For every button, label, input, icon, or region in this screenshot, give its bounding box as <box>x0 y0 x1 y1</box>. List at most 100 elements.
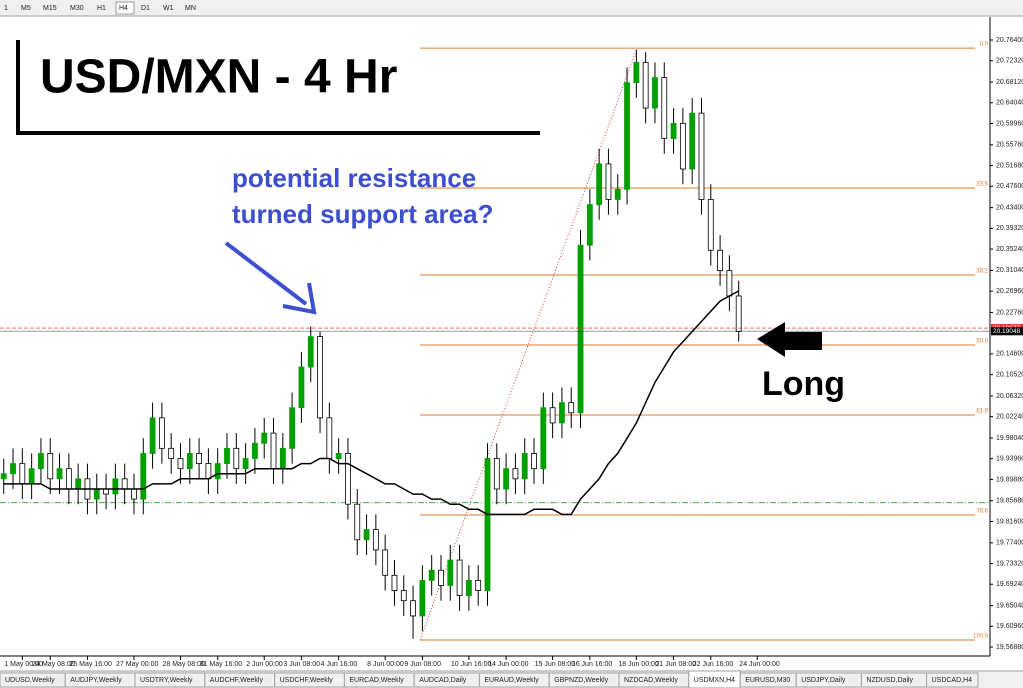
candle-body <box>689 112 696 170</box>
candle-body <box>456 559 463 597</box>
y-tick-label: 19.81600 <box>996 518 1023 525</box>
tab-label[interactable]: AUDJPY,Weekly <box>70 677 122 684</box>
x-tick-label: 3 Jun 08:00 <box>283 661 320 668</box>
fib-label: 100.0 <box>973 634 989 640</box>
candle-body <box>540 407 547 470</box>
y-tick-label: 20.35240 <box>996 246 1023 253</box>
y-tick-label: 19.77400 <box>996 540 1023 547</box>
candle-body <box>596 163 603 205</box>
fib-label: 38.2 <box>976 269 988 275</box>
candle-body <box>428 569 435 581</box>
x-tick-label: 2 Jun 00:00 <box>246 661 283 668</box>
candle-body <box>0 473 7 480</box>
x-tick-label: 31 May 16:00 <box>200 661 243 668</box>
signal-arrow <box>757 322 822 357</box>
tab-label[interactable]: EURUSD,M30 <box>745 677 790 684</box>
candle-body <box>391 574 398 591</box>
candle-body <box>298 366 305 409</box>
timeframe-button[interactable]: M15 <box>43 5 57 12</box>
tab-label[interactable]: AUDCHF,Weekly <box>210 677 264 684</box>
candle-body <box>475 579 482 591</box>
candle-body <box>214 463 221 480</box>
timeframe-button[interactable]: D1 <box>141 5 150 12</box>
timeframe-button[interactable]: M30 <box>70 5 84 12</box>
plot-area <box>0 17 990 656</box>
candle-body <box>652 77 658 109</box>
candle-body <box>372 529 379 551</box>
candle-body <box>447 559 454 586</box>
timeframe-button[interactable]: H4 <box>119 5 128 12</box>
candle-body <box>559 402 565 424</box>
x-tick-label: 18 Jun 00:00 <box>618 661 659 668</box>
candle-body <box>10 463 16 475</box>
fib-label: 0.0 <box>980 42 989 48</box>
candle-body <box>382 549 389 576</box>
candle-body <box>670 122 677 139</box>
y-tick-label: 20.51680 <box>996 162 1023 169</box>
x-tick-label: 28 May 08:00 <box>162 661 205 668</box>
y-tick-label: 20.39320 <box>996 225 1023 232</box>
tab-label[interactable]: AUDCAD,Daily <box>419 677 467 684</box>
x-tick-label: 21 Jun 08:00 <box>656 661 697 668</box>
candle-body <box>679 122 686 170</box>
tab-label[interactable]: UDUSD,Weekly <box>5 677 55 684</box>
candle-body <box>149 417 156 454</box>
timeframe-button[interactable]: W1 <box>163 5 174 12</box>
tab-label[interactable]: GBPNZD,Weekly <box>554 677 608 684</box>
signal-label: Long <box>762 365 845 403</box>
chart: 0.023.638.250.061.878.6100.020.1967720.1… <box>0 42 1023 641</box>
annotation: potential resistance <box>232 163 476 193</box>
candle-body <box>633 61 640 84</box>
timeframe-button[interactable]: 1 <box>4 5 8 12</box>
candle-body <box>270 432 277 470</box>
y-tick-label: 20.72320 <box>996 58 1023 65</box>
x-tick-label: 9 Jun 08:00 <box>404 661 441 668</box>
fib-trend-line <box>419 47 638 641</box>
candle-body <box>577 244 584 414</box>
x-tick-label: 27 May 00:00 <box>116 661 159 668</box>
tab-label[interactable]: EURAUD,Weekly <box>484 677 539 684</box>
candle-body <box>168 447 175 459</box>
y-tick-label: 20.59960 <box>996 120 1023 127</box>
tab-label[interactable]: NZDUSD,Daily <box>866 677 913 684</box>
timeframe-button[interactable]: H1 <box>97 5 106 12</box>
candle-body <box>465 579 472 597</box>
x-tick-label: 25 May 16:00 <box>69 661 112 668</box>
price-label-box <box>991 327 1023 336</box>
y-tick-label: 20.47600 <box>996 183 1023 190</box>
x-tick-label: 10 Jun 16:00 <box>451 661 492 668</box>
candle-body <box>177 458 184 470</box>
y-tick-label: 20.22760 <box>996 309 1023 316</box>
y-tick-label: 20.14600 <box>996 351 1023 358</box>
tab-label[interactable]: USDMXN,H4 <box>694 677 735 684</box>
fib-label: 50.0 <box>976 339 988 345</box>
tab-label[interactable]: USDCHF,Weekly <box>280 677 334 684</box>
candle-body <box>261 432 268 444</box>
candle-body <box>419 579 426 617</box>
tab-label[interactable]: USDJPY,Daily <box>801 677 846 684</box>
y-tick-label: 20.43400 <box>996 204 1023 211</box>
candle-body <box>289 407 296 449</box>
annotation: turned support area? <box>232 199 493 229</box>
y-tick-label: 19.98040 <box>996 435 1023 442</box>
y-tick-label: 20.55760 <box>996 142 1023 149</box>
tab-label[interactable]: NZDCAD,Weekly <box>624 677 678 684</box>
candle-body <box>735 295 742 332</box>
timeframe-button[interactable]: MN <box>185 5 196 12</box>
candle-body <box>47 453 54 480</box>
candle-body <box>345 453 351 505</box>
candle-body <box>307 336 314 368</box>
annotation-arrow <box>224 241 317 315</box>
tab[interactable] <box>926 672 979 688</box>
timeframe-button[interactable]: M5 <box>21 5 31 12</box>
candle-body <box>28 468 35 485</box>
tab-label[interactable]: USDTRY,Weekly <box>140 677 193 684</box>
y-tick-label: 19.56880 <box>996 644 1023 651</box>
tab-label[interactable]: EURCAD,Weekly <box>349 677 404 684</box>
x-tick-label: 22 Jun 16:00 <box>693 661 734 668</box>
x-tick-label: 8 Jun 00:00 <box>367 661 404 668</box>
candle-body <box>614 188 621 200</box>
tab-label[interactable]: USDCAD,H4 <box>932 677 973 684</box>
